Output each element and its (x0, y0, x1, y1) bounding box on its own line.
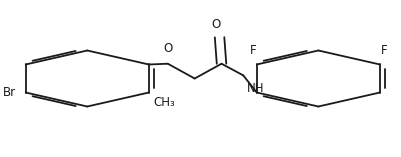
Text: NH: NH (247, 82, 264, 95)
Text: F: F (249, 44, 255, 57)
Text: O: O (211, 18, 221, 31)
Text: O: O (163, 42, 172, 55)
Text: Br: Br (3, 86, 16, 99)
Text: F: F (380, 44, 386, 57)
Text: CH₃: CH₃ (153, 96, 175, 109)
